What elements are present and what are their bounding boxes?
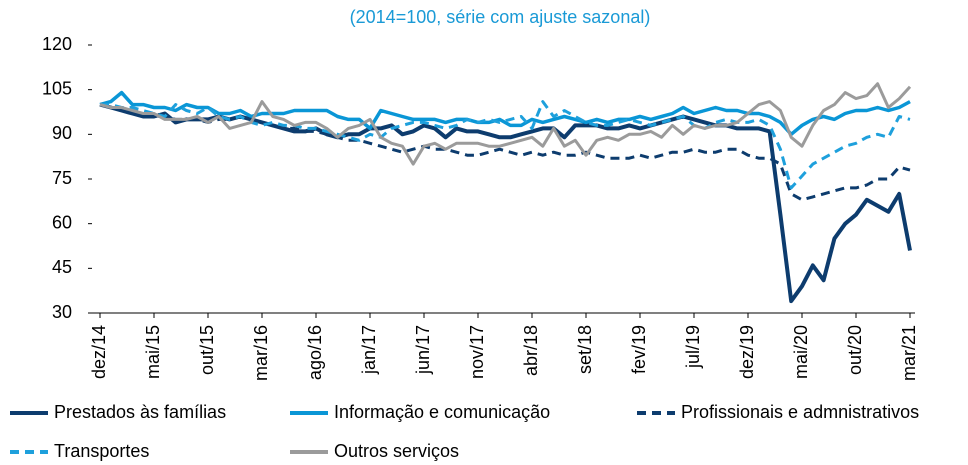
x-tick-label: jan/17: [359, 325, 379, 375]
series-line: [99, 103, 911, 202]
x-tick-label: mar/21: [899, 325, 919, 381]
x-tick-label: out/15: [197, 325, 217, 375]
x-tick-label: mai/20: [791, 325, 811, 379]
x-tick-label: ago/16: [305, 325, 325, 380]
x-tick-label: out/20: [845, 325, 865, 375]
legend-label: Outros serviços: [334, 441, 459, 461]
y-tick-label: 120: [42, 34, 72, 54]
x-tick-label: jul/19: [683, 325, 703, 369]
chart-title: (2014=100, série com ajuste sazonal): [350, 7, 651, 27]
x-tick-label: mar/16: [251, 325, 271, 381]
x-tick-label: mai/15: [143, 325, 163, 379]
x-tick-label: set/18: [575, 325, 595, 374]
legend-label: Prestados às famílias: [54, 402, 226, 422]
y-tick-label: 105: [42, 78, 72, 98]
x-tick-label: dez/19: [737, 325, 757, 379]
series-line: [99, 90, 911, 137]
legend-label: Informação e comunicação: [334, 402, 550, 422]
x-tick-label: dez/14: [89, 325, 109, 379]
legend-label: Transportes: [54, 441, 149, 461]
y-tick-label: 60: [52, 212, 72, 232]
y-tick-label: 30: [52, 302, 72, 322]
y-tick-label: 90: [52, 123, 72, 143]
x-tick-label: fev/19: [629, 325, 649, 374]
x-tick-label: jun/17: [413, 325, 433, 375]
x-tick-label: nov/17: [467, 325, 487, 379]
y-tick-label: 45: [52, 257, 72, 277]
y-tick-label: 75: [52, 168, 72, 188]
series-line: [99, 82, 912, 166]
x-tick-label: abr/18: [521, 325, 541, 376]
legend-label: Profissionais e admnistrativos: [681, 402, 919, 422]
